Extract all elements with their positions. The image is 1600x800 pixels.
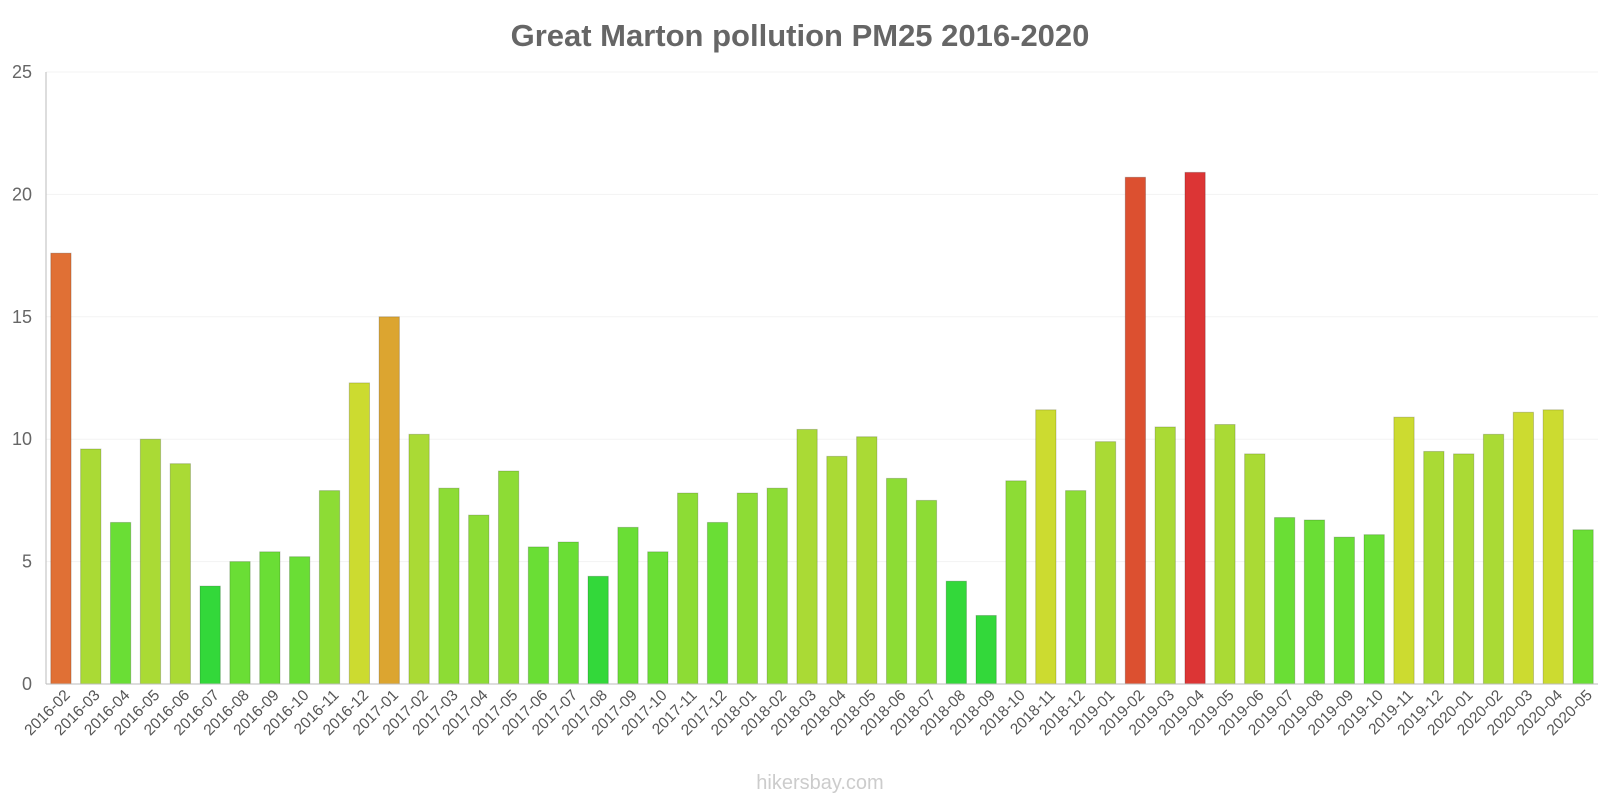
bar	[229, 561, 251, 685]
chart-title: Great Marton pollution PM25 2016-2020	[511, 18, 1090, 53]
bar	[915, 499, 938, 685]
y-tick-labels: 0 5 10 15 20 25	[12, 62, 32, 694]
bar	[527, 546, 550, 685]
y-tick-label: 0	[22, 674, 32, 694]
bar	[1542, 409, 1564, 685]
bar	[1005, 480, 1027, 685]
bar	[736, 492, 759, 685]
bar	[1244, 453, 1266, 685]
bar	[1154, 426, 1176, 685]
bar	[1094, 441, 1117, 685]
bar	[199, 585, 221, 685]
bar	[1393, 416, 1415, 685]
bar	[617, 526, 639, 685]
axes	[45, 72, 1598, 685]
bar	[587, 575, 609, 685]
x-tick-labels: 2016-022016-032016-042016-052016-062016-…	[21, 687, 1595, 740]
bar	[647, 551, 669, 685]
bar	[497, 470, 520, 685]
bar	[1363, 534, 1385, 685]
bar	[766, 487, 788, 685]
bar	[318, 490, 341, 685]
bar	[289, 556, 311, 685]
watermark: hikersbay.com	[756, 772, 883, 794]
bar	[348, 382, 371, 685]
bar	[50, 252, 72, 685]
bar	[557, 541, 579, 685]
bar	[378, 316, 400, 685]
bar	[1453, 453, 1475, 685]
bar	[1572, 529, 1594, 685]
bar	[856, 436, 878, 685]
bar	[1124, 176, 1147, 685]
bar	[677, 492, 699, 685]
bar	[169, 463, 191, 685]
bar	[1184, 171, 1206, 685]
bar	[885, 477, 908, 685]
bar	[259, 551, 281, 685]
bar	[1065, 490, 1087, 685]
y-tick-label: 25	[12, 62, 32, 82]
bar	[1333, 536, 1355, 685]
y-tick-label: 5	[22, 552, 32, 572]
bars	[50, 171, 1594, 685]
bar	[80, 448, 102, 685]
bar	[1214, 424, 1236, 685]
bar	[1303, 519, 1326, 685]
y-tick-label: 20	[12, 184, 32, 204]
bar	[438, 487, 460, 685]
bar	[1035, 409, 1057, 685]
bar	[706, 521, 729, 685]
bar	[109, 521, 132, 685]
bar	[1273, 517, 1296, 685]
bar	[945, 580, 967, 685]
bar	[1482, 433, 1505, 685]
bar	[975, 614, 997, 685]
bar	[468, 514, 490, 685]
y-tick-label: 10	[12, 429, 32, 449]
bar	[796, 428, 818, 685]
bar	[826, 455, 848, 685]
bar	[139, 438, 162, 685]
bar	[408, 433, 430, 685]
gridlines	[46, 71, 1598, 563]
bar	[1423, 450, 1445, 685]
bar	[1512, 411, 1535, 685]
y-tick-label: 15	[12, 307, 32, 327]
